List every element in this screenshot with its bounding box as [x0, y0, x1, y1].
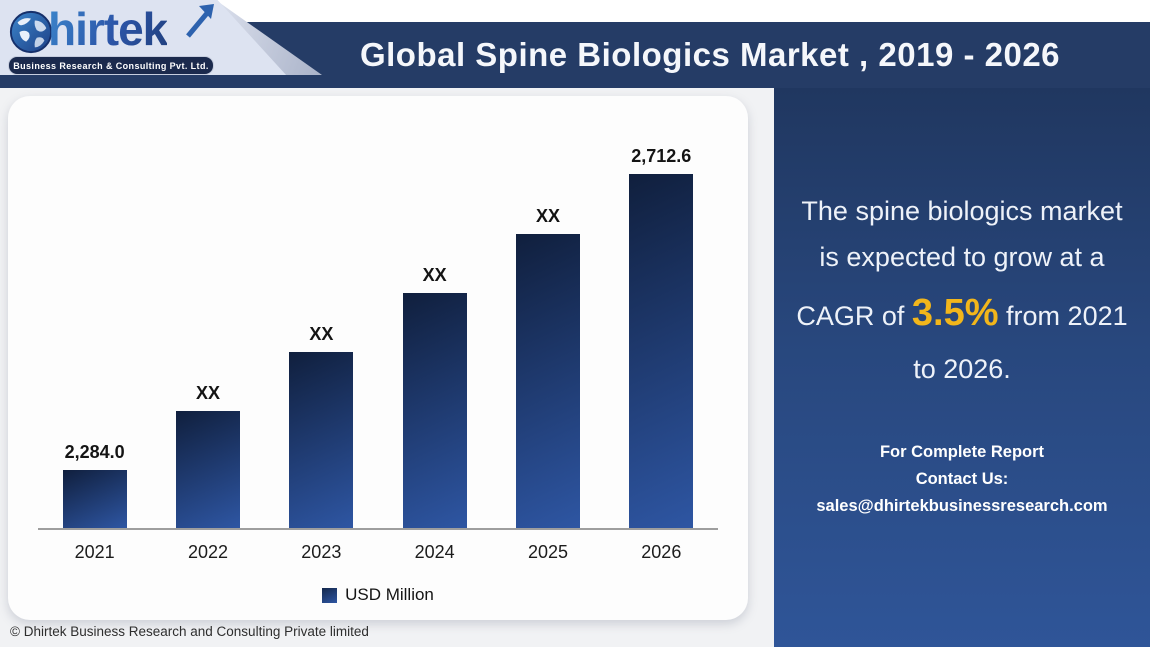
bar-2021 [62, 470, 127, 528]
chart-area: 2,284.0 XX XX XX XX 2,712.6 2021 2022 2023 2024 2… [0, 88, 774, 647]
bar-group-2022: XX [151, 128, 264, 528]
x-axis-labels: 2021 2022 2023 2024 2025 2026 [38, 530, 718, 563]
cagr-value: 3.5% [911, 291, 999, 334]
bar-2022 [175, 411, 240, 528]
x-tick-2023: 2023 [301, 542, 342, 562]
cagr-statement: The spine biologics market is expected t… [788, 188, 1136, 393]
page-title: Global Spine Biologics Market , 2019 - 2… [359, 36, 1061, 73]
bar-value-label: XX [195, 383, 220, 403]
logo-tagline-bar: Business Research & Consulting Pvt. Ltd. [8, 56, 214, 75]
globe-icon [9, 10, 53, 54]
bar-value-label: XX [309, 324, 334, 344]
legend-label: USD Million [345, 585, 434, 604]
contact-block: For Complete Report Contact Us: sales@dh… [816, 439, 1107, 521]
bar-group-2021: 2,284.0 [38, 128, 151, 528]
chart-legend: USD Million [8, 585, 748, 605]
copyright-text: © Dhirtek Business Research and Consulti… [10, 624, 369, 639]
bar-group-2023: XX [265, 128, 378, 528]
company-logo: hirtek Business Research & Consulting Pv… [8, 3, 238, 75]
bar-value-label: XX [535, 206, 560, 226]
bar-value-label: 2,284.0 [64, 442, 125, 462]
cagr-statement-post: from 2021 to 2026. [913, 300, 1128, 385]
x-tick-2024: 2024 [414, 542, 455, 562]
bar-group-2024: XX [378, 128, 491, 528]
contact-line2: Contact Us: [915, 469, 1009, 488]
bar-2024 [402, 293, 467, 528]
bar-value-label: XX [422, 265, 447, 285]
bar-value-label: 2,712.6 [631, 146, 692, 166]
contact-line1: For Complete Report [879, 442, 1045, 461]
bar-2026 [629, 174, 694, 528]
header: Global Spine Biologics Market , 2019 - 2… [0, 0, 1150, 88]
x-tick-2022: 2022 [187, 542, 229, 562]
growth-arrow-icon [186, 4, 214, 38]
main: 2,284.0 XX XX XX XX 2,712.6 2021 2022 2023 2024 2… [0, 88, 1150, 647]
logo-tagline: Business Research & Consulting Pvt. Ltd. [13, 60, 209, 71]
contact-email: sales@dhirtekbusinessresearch.com [816, 497, 1108, 516]
chart-card: 2,284.0 XX XX XX XX 2,712.6 2021 2022 2023 2024 2… [8, 96, 748, 620]
x-tick-2025: 2025 [527, 542, 568, 562]
bar-group-2025: XX [491, 128, 604, 528]
bar-group-2026: 2,712.6 [605, 128, 718, 528]
legend-swatch [322, 587, 338, 603]
cagr-statement-pre: The spine biologics market is expected t… [796, 196, 1123, 331]
bar-2023 [289, 352, 354, 528]
x-tick-2026: 2026 [641, 542, 682, 562]
bar-plot: 2,284.0 XX XX XX XX 2,712.6 [38, 128, 718, 530]
brand-name: hirtek [48, 3, 168, 55]
bar-2025 [515, 234, 580, 528]
x-tick-2021: 2021 [74, 542, 115, 562]
sidebar: The spine biologics market is expected t… [774, 88, 1150, 647]
